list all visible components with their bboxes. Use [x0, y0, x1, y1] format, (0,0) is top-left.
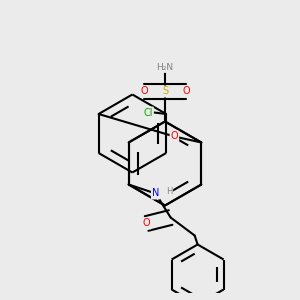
Text: H: H: [166, 188, 172, 196]
Text: S: S: [162, 86, 168, 97]
Text: Cl: Cl: [143, 107, 153, 118]
Text: H₂N: H₂N: [156, 63, 174, 72]
Text: O: O: [140, 86, 148, 97]
Text: O: O: [182, 86, 190, 97]
Text: N: N: [152, 188, 159, 199]
Text: O: O: [171, 131, 178, 142]
Text: O: O: [143, 218, 150, 229]
